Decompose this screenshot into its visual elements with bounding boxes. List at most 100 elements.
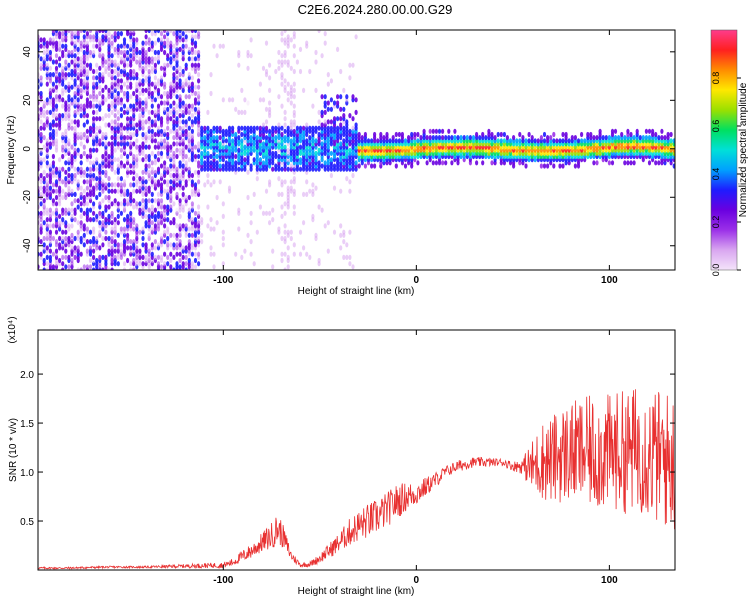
spectrogram-cell (345, 176, 349, 182)
spectrogram-cell (129, 210, 133, 216)
spectrogram-cell (190, 172, 194, 179)
spectrogram-cell (357, 163, 361, 169)
spectrogram-cell (85, 30, 89, 37)
spectrogram-cell (169, 264, 173, 270)
spectrogram-cell (42, 37, 46, 43)
spectrogram-cell (172, 30, 176, 37)
spectrogram-cell (298, 68, 303, 75)
spectrogram-cell (153, 245, 157, 251)
spectrogram-cell (141, 176, 145, 182)
spectrogram-cell (193, 116, 198, 122)
spectrogram-cell (496, 131, 500, 138)
spectrogram-cell (70, 223, 74, 229)
spectrogram-cell (209, 182, 213, 188)
spectrogram-cell (156, 261, 161, 267)
spectrogram-cell (184, 179, 188, 185)
spectrogram-cell (104, 131, 108, 138)
spectrogram-cell (98, 210, 102, 216)
spectrogram-cell (237, 49, 241, 56)
spectrogram-cell (144, 185, 148, 191)
spectrogram-cell (141, 65, 145, 71)
spectrogram-cell (159, 232, 164, 238)
spectrogram-cell (110, 182, 114, 188)
spectrogram-cell (76, 97, 80, 103)
spectrogram-x-axis-label: Height of straight line (km) (298, 286, 415, 297)
spectrogram-cell (246, 125, 250, 131)
spectrogram-cell (249, 125, 253, 131)
spectrogram-y-tick-label: 20 (22, 94, 33, 106)
spectrogram-cell (42, 100, 46, 106)
spectrogram-cell (243, 109, 247, 115)
spectrogram-cell (98, 84, 102, 90)
spectrogram-cell (289, 235, 293, 242)
spectrogram-cell (184, 254, 188, 260)
spectrogram-cell (61, 97, 65, 103)
spectrogram-cell (101, 254, 105, 260)
spectrogram-cell (138, 97, 142, 103)
spectrogram-cell (150, 242, 154, 248)
spectrogram-cell (79, 131, 83, 138)
spectrogram-cell (88, 160, 93, 166)
spectrogram-cell (98, 229, 102, 235)
spectrogram-cell (45, 223, 49, 229)
colorbar: 0.00.20.40.60.8 Normalized spectral ampl… (710, 29, 749, 276)
spectrogram-cell (166, 131, 170, 138)
spectrogram-cell (224, 160, 228, 166)
spectrogram-cell (150, 251, 154, 257)
spectrogram-cell (98, 220, 102, 226)
spectrogram-y-tick-label: 0 (22, 146, 33, 152)
spectrogram-cell (326, 81, 330, 87)
spectrogram-cell (159, 30, 164, 37)
spectrogram-cell (51, 198, 56, 204)
spectrogram-cell (116, 62, 120, 68)
spectrogram-cell (261, 160, 266, 166)
spectrogram-cell (292, 81, 296, 87)
spectrogram-cell (110, 135, 114, 141)
spectrogram-cell (51, 160, 56, 166)
spectrogram-cell (311, 213, 315, 219)
spectrogram-cell (147, 232, 151, 238)
spectrogram-cell (178, 65, 182, 71)
spectrogram-cell (61, 113, 65, 119)
spectrogram-cell (190, 201, 194, 207)
spectrogram-cell (101, 210, 105, 216)
spectrogram-cell (317, 109, 321, 115)
spectrogram-cell (135, 144, 139, 150)
spectrogram-cell (190, 261, 194, 267)
spectrogram-cell (172, 141, 176, 147)
spectrogram-cell (403, 163, 408, 169)
spectrogram-cell (138, 56, 142, 62)
spectrogram-cell (320, 163, 324, 169)
spectrogram-cell (542, 138, 547, 144)
spectrogram-cell (190, 128, 194, 134)
spectrogram-cell (119, 68, 123, 75)
colorbar-ramp (711, 30, 737, 270)
spectrogram-cell (70, 68, 74, 75)
spectrogram-cell (252, 157, 256, 163)
spectrogram-cell (258, 81, 262, 87)
spectrogram-cell (573, 163, 578, 169)
spectrogram-cell (159, 100, 164, 106)
spectrogram-cell (617, 135, 621, 141)
spectrogram-cell (116, 188, 120, 194)
colorbar-tick-label: 0.6 (711, 120, 721, 133)
spectrogram-cell (119, 78, 123, 84)
spectrogram-cell (95, 235, 99, 242)
spectrogram-cell (289, 138, 293, 144)
spectrogram-cell (122, 37, 127, 43)
spectrogram-cell (54, 65, 59, 71)
spectrogram-cell (277, 94, 281, 100)
spectrogram-cell (45, 254, 49, 260)
spectrogram-cell (295, 59, 299, 65)
spectrogram-cell (113, 169, 117, 175)
spectrogram-cell (141, 235, 145, 242)
spectrogram-cell (231, 138, 235, 144)
spectrogram-cell (95, 62, 99, 68)
spectrogram-cell (283, 122, 287, 128)
spectrogram-cell (58, 257, 62, 264)
spectrogram-cell (221, 163, 225, 169)
spectrogram-cell (305, 40, 309, 46)
spectrogram-cell (193, 251, 198, 257)
spectrogram-cell (147, 213, 151, 219)
spectrogram-cell (141, 87, 145, 93)
